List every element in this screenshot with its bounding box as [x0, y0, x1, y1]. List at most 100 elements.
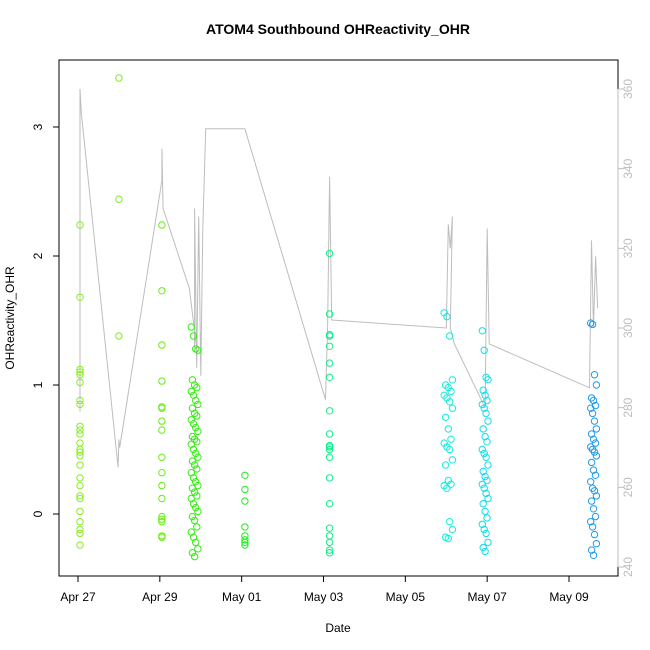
- data-point: [325, 538, 334, 547]
- data-point: [587, 478, 595, 486]
- data-point: [587, 319, 595, 327]
- data-point: [241, 485, 249, 494]
- data-point: [158, 518, 166, 526]
- data-point: [76, 422, 84, 430]
- x-tick-label: May 05: [386, 590, 426, 604]
- data-point: [587, 430, 596, 438]
- data-point: [193, 412, 201, 420]
- data-point: [588, 523, 597, 531]
- data-point: [587, 404, 595, 412]
- data-point: [447, 387, 455, 396]
- data-point: [446, 518, 454, 526]
- data-point: [479, 425, 487, 433]
- data-point: [479, 467, 487, 476]
- x-axis-label: Date: [325, 621, 351, 635]
- data-point: [325, 249, 334, 258]
- secondary-line: [79, 88, 599, 468]
- data-point: [187, 387, 196, 396]
- data-point: [448, 525, 457, 534]
- data-point: [190, 516, 199, 525]
- data-point: [115, 332, 123, 340]
- data-point: [588, 320, 597, 329]
- data-point: [192, 449, 200, 458]
- data-point: [194, 427, 202, 436]
- data-point: [76, 430, 84, 438]
- data-point: [193, 523, 201, 531]
- y-tick-label: 3: [31, 123, 45, 130]
- data-point: [481, 547, 489, 556]
- data-point: [76, 529, 84, 538]
- data-point: [478, 520, 486, 528]
- data-point: [241, 497, 249, 505]
- data-point: [589, 551, 598, 559]
- data-point: [193, 383, 201, 392]
- y2-tick-label: 280: [621, 397, 635, 417]
- data-point: [325, 310, 334, 318]
- chart-title: ATOM4 Southbound OHReactivity_OHR: [206, 21, 470, 37]
- data-point: [76, 221, 84, 229]
- data-point: [443, 484, 451, 492]
- data-point: [590, 371, 599, 379]
- data-point: [158, 512, 166, 521]
- data-point: [481, 432, 489, 441]
- y2-tick-label: 360: [621, 79, 635, 99]
- x-tick-label: May 03: [304, 590, 344, 604]
- y-tick-label: 2: [31, 252, 45, 259]
- data-point: [158, 494, 166, 503]
- data-point: [448, 456, 457, 464]
- y2-tick-label: 240: [621, 557, 635, 577]
- data-point: [447, 435, 455, 443]
- data-point: [589, 505, 598, 513]
- data-point: [325, 407, 334, 415]
- data-point: [193, 465, 201, 473]
- data-point: [325, 474, 334, 482]
- data-point: [158, 426, 166, 434]
- data-point: [241, 471, 249, 479]
- data-point: [241, 523, 249, 531]
- y2-tick-label: 300: [621, 318, 635, 338]
- data-point: [192, 396, 200, 405]
- data-point: [192, 503, 200, 512]
- data-point: [592, 425, 601, 433]
- data-point: [479, 386, 487, 394]
- data-point: [444, 534, 452, 543]
- data-point: [482, 409, 490, 418]
- data-point: [241, 536, 249, 544]
- data-point: [76, 452, 84, 460]
- data-point: [76, 494, 84, 503]
- data-point: [480, 346, 488, 354]
- data-point: [76, 507, 84, 516]
- data-point: [483, 396, 491, 405]
- data-point: [76, 525, 84, 534]
- data-point: [76, 448, 84, 456]
- data-point: [76, 368, 84, 376]
- plot-area: [58, 59, 619, 577]
- data-point: [448, 404, 457, 412]
- data-point: [481, 507, 489, 516]
- data-point: [325, 332, 334, 340]
- data-point: [194, 400, 202, 409]
- data-point: [76, 474, 84, 482]
- data-point: [76, 371, 84, 379]
- data-point: [76, 293, 84, 301]
- data-point: [192, 478, 200, 486]
- data-point: [480, 404, 488, 412]
- data-point: [590, 487, 599, 495]
- data-point: [76, 541, 84, 549]
- data-point: [483, 476, 491, 485]
- data-point: [480, 484, 488, 492]
- data-point: [588, 409, 597, 418]
- data-point: [158, 341, 166, 349]
- data-point: [115, 195, 123, 203]
- data-points-layer: [76, 74, 601, 561]
- data-point: [189, 420, 198, 428]
- data-point: [478, 480, 486, 488]
- data-point: [483, 514, 491, 522]
- data-point: [587, 458, 596, 467]
- data-point: [481, 472, 489, 481]
- data-point: [444, 425, 452, 433]
- data-point: [325, 549, 334, 557]
- data-point: [189, 332, 198, 340]
- data-point: [484, 376, 492, 384]
